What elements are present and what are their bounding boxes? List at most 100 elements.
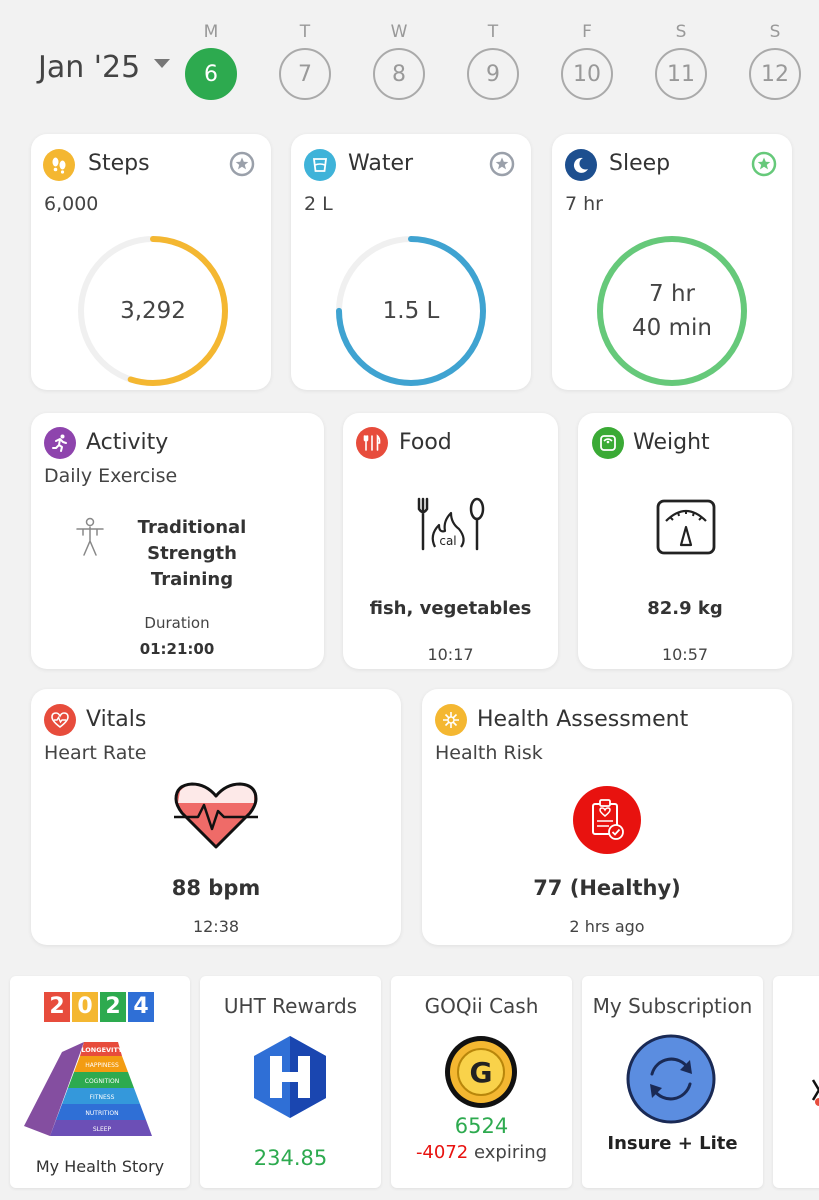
vitals-card[interactable]: Vitals Heart Rate 88 bpm 12:38 [31,689,401,945]
expiring-label: expiring [473,1142,548,1163]
day-friday[interactable]: F 10 [560,22,614,100]
water-title: Water [348,151,414,176]
assessment-icon [435,704,467,736]
assessment-title: Health Assessment [477,707,689,732]
uht-logo-icon [254,1036,326,1118]
uht-rewards-value: 234.85 [253,1146,328,1170]
next-carousel-card[interactable] [773,976,819,1188]
steps-goal: 6,000 [44,193,99,215]
health-assessment-card[interactable]: Health Assessment Health Risk 77 (Health… [422,689,792,945]
water-glass-icon [304,149,336,181]
sleep-goal: 7 hr [565,193,603,215]
uht-rewards-card[interactable]: UHT Rewards 234.85 [200,976,381,1188]
renew-icon [626,1034,716,1124]
day-letter: S [769,22,781,42]
food-card[interactable]: Food cal fish, vegetables 10:17 [343,413,558,669]
steps-card[interactable]: Steps 6,000 3,292 [31,134,271,390]
running-icon [44,427,76,459]
water-card[interactable]: Water 2 L 1.5 L [291,134,531,390]
month-label: Jan '25 [38,50,141,85]
pyramid-label-happiness: HAPPINESS [85,1062,119,1069]
day-number: 6 [185,48,237,100]
chevron-down-icon [154,59,171,68]
pyramid-label-cognition: COGNITION [85,1078,119,1085]
exercise-name-line2: Strength Training [147,543,237,590]
scale-icon [592,427,624,459]
my-subscription-card[interactable]: My Subscription Insure + Lite [582,976,763,1188]
activity-title: Activity [86,430,169,455]
year-digit: 2 [44,992,70,1022]
subscription-plan: Insure + Lite [607,1133,738,1154]
assessment-time: 2 hrs ago [569,917,645,936]
day-thursday[interactable]: T 9 [466,22,520,100]
pyramid-label-longevity: LONGEVITY [81,1046,123,1054]
expiring-amount: -4072 [415,1142,469,1163]
cutlery-icon [356,427,388,459]
heart-rate-icon [174,782,258,849]
gold-coin-icon: G [445,1036,517,1108]
moon-icon [565,149,597,181]
sleep-card[interactable]: Sleep 7 hr 7 hr 40 min [552,134,792,390]
day-letter: F [582,22,592,42]
goqii-cash-value: 6524 [454,1114,509,1138]
vitals-time: 12:38 [192,917,240,936]
year-2024-badge: 2 0 2 4 [44,992,154,1022]
day-letter: W [390,22,408,42]
water-value: 1.5 L [382,298,440,324]
food-time: 10:17 [427,645,474,664]
goqii-cash-card[interactable]: GOQii Cash G 6524 -4072 expiring [391,976,572,1188]
day-number: 12 [749,48,801,100]
calories-icon-text: cal [439,534,456,548]
day-tuesday[interactable]: T 7 [278,22,332,100]
vitals-subtitle: Heart Rate [44,742,147,764]
favorite-star-icon[interactable] [489,151,515,177]
duration-label: Duration [144,614,210,632]
pyramid-label-fitness: FITNESS [90,1094,115,1101]
activity-subtitle: Daily Exercise [44,465,178,487]
weighing-scale-icon [656,499,716,555]
sleep-value-minutes: 40 min [632,315,712,341]
sleep-title: Sleep [609,151,671,176]
favorite-star-icon[interactable] [229,151,255,177]
pyramid-label-nutrition: NUTRITION [85,1110,118,1117]
uht-rewards-title: UHT Rewards [223,994,358,1018]
day-letter: T [487,22,499,42]
day-number: 10 [561,48,613,100]
year-digit: 2 [100,992,126,1022]
duration-value: 01:21:00 [139,640,215,658]
weight-value: 82.9 kg [647,598,723,619]
weight-time: 10:57 [661,645,709,664]
health-pyramid-icon: LONGEVITY HAPPINESS COGNITION FITNESS NU… [24,1042,152,1136]
steps-title: Steps [88,151,150,176]
year-digit: 0 [72,992,98,1022]
health-report-icon [573,786,641,854]
exercise-name-line1: Traditional [137,517,247,538]
day-number: 11 [655,48,707,100]
my-health-story-card[interactable]: 2 0 2 4 LONGEVITY HAPPINESS COGNITION FI… [10,976,190,1188]
pyramid-label-sleep: SLEEP [93,1126,112,1133]
footprints-icon [43,149,75,181]
my-health-story-label: My Health Story [35,1157,165,1176]
heart-rate-value: 88 bpm [171,876,261,900]
steps-progress-ring [78,236,228,386]
weight-card[interactable]: Weight 82.9 kg 10:57 [578,413,792,669]
favorite-star-icon[interactable] [751,151,777,177]
vitals-title: Vitals [86,707,147,732]
assessment-subtitle: Health Risk [435,742,543,764]
day-monday[interactable]: M 6 [184,22,238,100]
food-items: fish, vegetables [369,598,532,619]
activity-card[interactable]: Activity Daily Exercise Traditional Stre… [31,413,324,669]
day-letter: S [675,22,687,42]
day-sunday[interactable]: S 12 [748,22,802,100]
water-progress-ring [336,236,486,386]
day-saturday[interactable]: S 11 [654,22,708,100]
water-goal: 2 L [304,193,333,215]
partial-card-icon [811,1079,819,1106]
day-wednesday[interactable]: W 8 [372,22,426,100]
sleep-progress-ring [597,236,747,386]
month-selector[interactable]: Jan '25 [38,50,171,85]
cash-expiring-row: -4072 expiring [391,1142,572,1163]
day-number: 8 [373,48,425,100]
day-number: 9 [467,48,519,100]
year-digit: 4 [128,992,154,1022]
